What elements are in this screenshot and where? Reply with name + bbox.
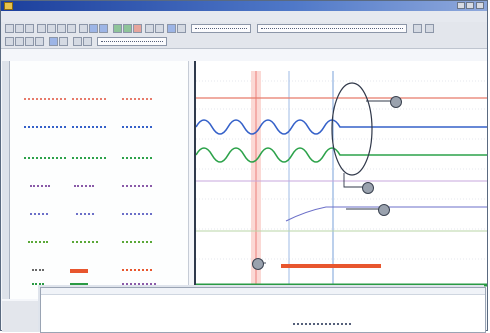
waveform-plot[interactable] — [194, 61, 487, 288]
signal-filter-field[interactable] — [97, 37, 167, 46]
waveform-icon[interactable] — [167, 24, 176, 33]
signal-trace-5 — [285, 206, 487, 222]
signal-trace-2 — [196, 119, 487, 135]
print-icon[interactable] — [37, 24, 46, 33]
highlight-ellipse — [331, 82, 373, 176]
open-icon[interactable] — [15, 24, 24, 33]
copy-icon[interactable] — [57, 24, 66, 33]
signal-row[interactable] — [10, 96, 188, 108]
signal-row[interactable] — [10, 239, 188, 251]
undo-icon[interactable] — [79, 24, 88, 33]
first-icon[interactable] — [5, 37, 14, 46]
callout-b[interactable] — [362, 182, 374, 194]
signal-row[interactable] — [10, 281, 188, 293]
filter-icon[interactable] — [425, 24, 434, 33]
bottom-panel — [40, 287, 486, 333]
remove-signal-icon[interactable] — [83, 37, 92, 46]
signal-list — [10, 61, 189, 299]
view-toolbar — [1, 35, 487, 49]
paste-icon[interactable] — [67, 24, 76, 33]
signal-trace-3 — [196, 147, 487, 163]
search-field[interactable] — [257, 24, 407, 33]
signal-row[interactable] — [10, 183, 188, 195]
fit-icon[interactable] — [49, 37, 58, 46]
save-icon[interactable] — [25, 24, 34, 33]
signal-row[interactable] — [10, 124, 188, 136]
menu-bar — [1, 11, 487, 22]
main-toolbar — [1, 22, 487, 36]
new-icon[interactable] — [5, 24, 14, 33]
callout-a[interactable] — [390, 96, 402, 108]
zoom-in-icon[interactable] — [89, 24, 98, 33]
bottom-panel-header — [41, 288, 485, 295]
run-icon[interactable] — [113, 24, 122, 33]
signal-row[interactable] — [10, 267, 188, 279]
signal-row[interactable] — [10, 155, 188, 167]
zoom-area-icon[interactable] — [59, 37, 68, 46]
app-icon — [4, 2, 13, 10]
close-button[interactable] — [476, 2, 484, 9]
step-icon[interactable] — [123, 24, 132, 33]
search-icon[interactable] — [413, 24, 422, 33]
add-signal-icon[interactable] — [73, 37, 82, 46]
left-scrollbar[interactable] — [2, 61, 10, 299]
stop-icon[interactable] — [133, 24, 142, 33]
callout-d[interactable] — [252, 258, 264, 270]
waveform-canvas — [196, 71, 487, 288]
last-icon[interactable] — [35, 37, 44, 46]
grid-icon[interactable] — [177, 24, 186, 33]
minimize-button[interactable] — [457, 2, 465, 9]
title-bar — [1, 1, 487, 11]
next-icon[interactable] — [25, 37, 34, 46]
cursor-icon[interactable] — [145, 24, 154, 33]
signal-row[interactable] — [10, 211, 188, 223]
prev-icon[interactable] — [15, 37, 24, 46]
status-area — [2, 301, 40, 332]
callout-c[interactable] — [378, 204, 390, 216]
maximize-button[interactable] — [466, 2, 474, 9]
bottom-panel-caption-mark — [293, 323, 351, 328]
marker-icon[interactable] — [155, 24, 164, 33]
time-field[interactable] — [191, 24, 251, 33]
cut-icon[interactable] — [47, 24, 56, 33]
zoom-out-icon[interactable] — [99, 24, 108, 33]
